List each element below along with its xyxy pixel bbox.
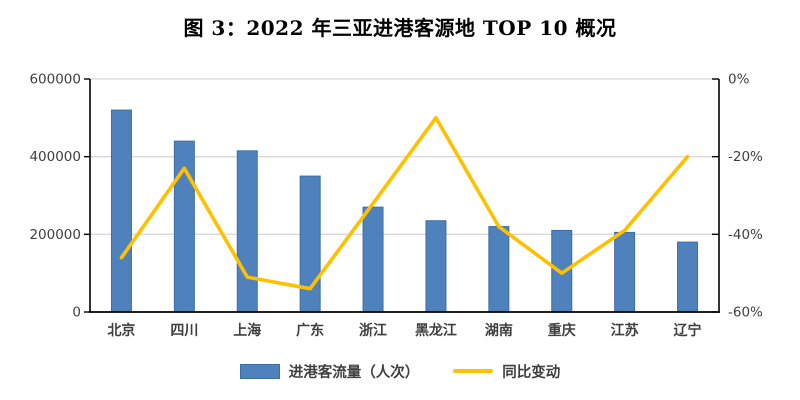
y-axis-right-tick-label: 0%: [728, 72, 750, 88]
x-axis-category-label: 辽宁: [674, 322, 702, 339]
y-axis-right-tick-label: -20%: [728, 149, 763, 165]
y-axis-right-tick-label: -60%: [728, 305, 763, 321]
y-axis-left-tick-label: 200000: [29, 227, 81, 243]
x-axis-category-label: 北京: [107, 322, 135, 339]
y-axis-left-tick-label: 400000: [29, 149, 81, 165]
x-axis-category-label: 重庆: [548, 322, 576, 339]
y-axis-right-tick-label: -40%: [728, 227, 763, 243]
bar-黑龙江: [425, 220, 447, 313]
bar-北京: [110, 109, 132, 313]
bar-浙江: [362, 206, 384, 313]
y-axis-left-tick-label: 600000: [29, 72, 81, 88]
x-axis-category-label: 四川: [170, 323, 198, 339]
combo-bar-line-chart: 0 200000 400000 600000 -60% -40% -20% 0% 北京 四川 上海 广…: [29, 72, 763, 340]
x-axis-category-label: 江苏: [611, 322, 639, 339]
x-axis-category-label: 上海: [233, 322, 261, 339]
chart-legend: 进港客流量（人次） 同比变动: [0, 356, 800, 386]
legend-label-bar-series: 进港客流量（人次）: [288, 364, 420, 381]
bar-广东: [299, 175, 321, 313]
line-series-swatch-icon: [453, 368, 494, 374]
y-axis-left-tick-label: 0: [72, 305, 81, 321]
chart-title: 图 3：2022 年三亚进港客源地 TOP 10 概况: [183, 16, 617, 40]
bar-series-swatch-icon: [239, 363, 280, 379]
x-axis-category-label: 湖南: [485, 322, 513, 339]
trend-line: [119, 115, 690, 291]
bar-江苏: [614, 231, 636, 313]
x-axis-category-label: 广东: [296, 322, 324, 339]
legend-item-line-series: 同比变动: [453, 361, 560, 382]
legend-item-bar-series: 进港客流量（人次）: [239, 361, 420, 382]
x-axis-category-label: 浙江: [359, 322, 387, 339]
legend-label-line-series: 同比变动: [502, 364, 561, 381]
bar-湖南: [488, 226, 510, 313]
bar-上海: [236, 150, 258, 313]
bar-辽宁: [677, 241, 699, 313]
x-axis-category-label: 黑龙江: [415, 322, 457, 339]
